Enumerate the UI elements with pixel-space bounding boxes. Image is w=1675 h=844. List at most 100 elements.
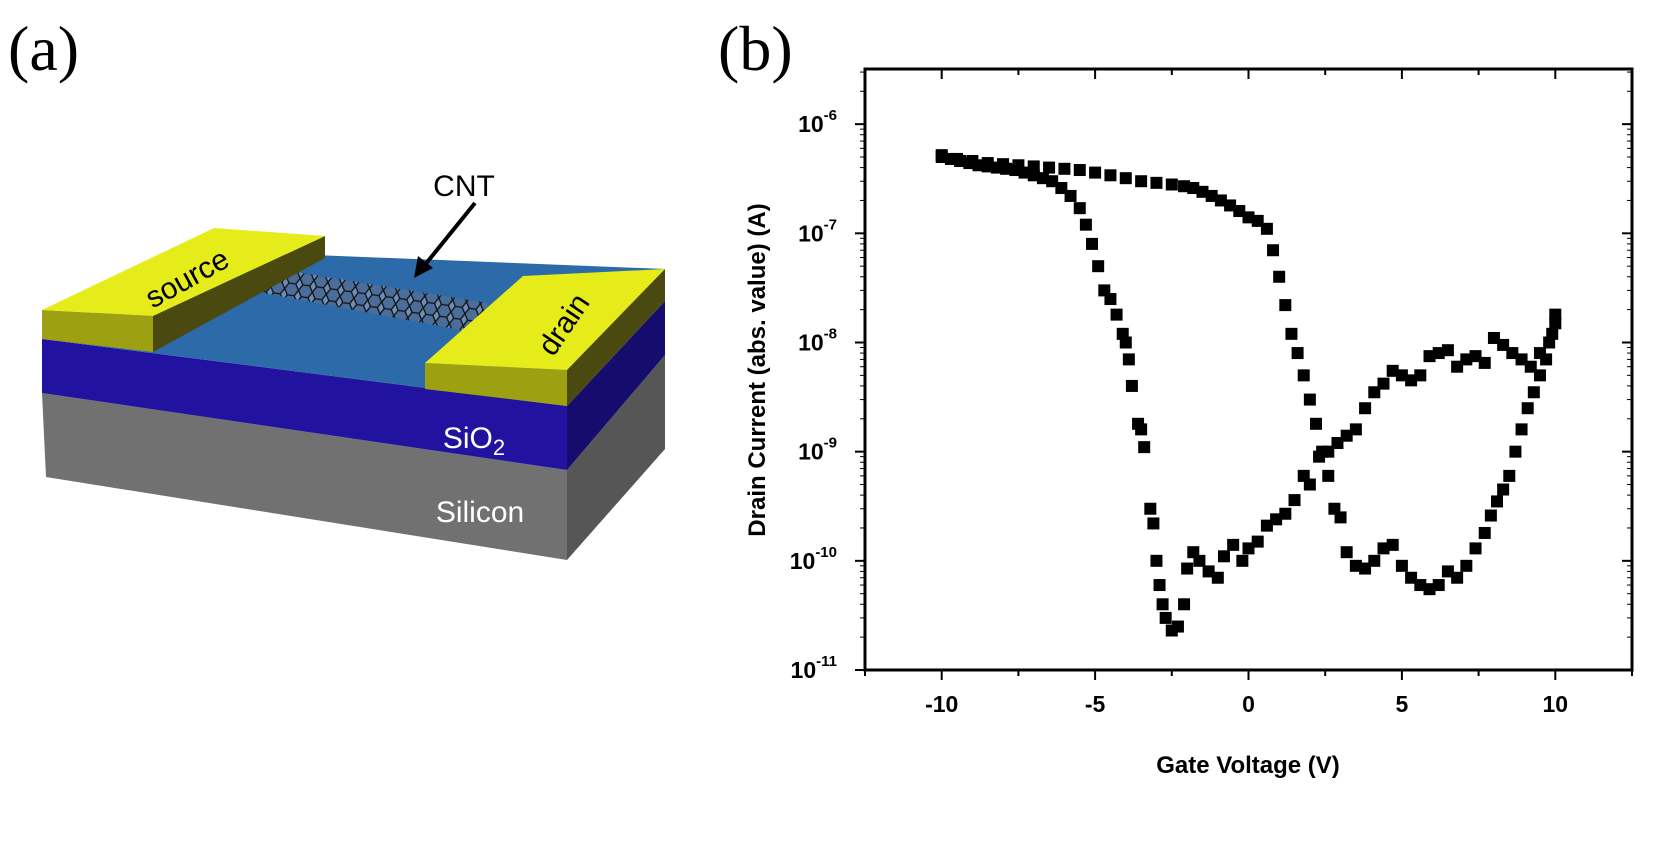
data-point: [966, 154, 979, 167]
data-point: [1058, 162, 1071, 175]
data-point: [1469, 542, 1482, 555]
data-point: [1150, 176, 1163, 189]
data-point: [1331, 437, 1344, 450]
data-point: [1205, 189, 1218, 202]
data-point: [1012, 159, 1025, 172]
data-point: [1273, 270, 1286, 283]
y-tick-label: 10-6: [798, 107, 837, 137]
data-point: [1309, 417, 1322, 430]
data-point: [1340, 429, 1353, 442]
data-point: [1395, 369, 1408, 382]
plot-frame: [863, 67, 1634, 672]
source-electrode: [42, 228, 325, 316]
data-point: [1503, 469, 1516, 482]
source-side-face: [153, 236, 325, 352]
data-point: [1122, 353, 1135, 366]
panel-b-label: (b): [718, 13, 793, 84]
data-point: [1509, 445, 1522, 458]
data-point: [1144, 502, 1157, 515]
data-point: [1046, 175, 1059, 188]
data-point: [1156, 598, 1169, 611]
data-point: [1092, 260, 1105, 273]
drain-front-face: [425, 363, 567, 406]
y-tick-label: 10-9: [798, 435, 837, 465]
data-point: [981, 157, 994, 170]
data-point: [1260, 519, 1273, 532]
data-point: [1432, 347, 1445, 360]
y-tick-base: 10: [798, 329, 824, 355]
sio2-label-subscript: 2: [493, 435, 505, 460]
data-point: [1147, 517, 1160, 530]
data-point: [1233, 205, 1246, 218]
sio2-label: SiO2: [443, 422, 505, 460]
data-point: [1478, 526, 1491, 539]
data-point: [1521, 402, 1534, 415]
y-tick-exponent: -10: [815, 544, 837, 561]
data-point: [1036, 172, 1049, 185]
data-point: [1368, 386, 1381, 399]
cnt-arrow: [422, 201, 477, 268]
data-point: [1316, 445, 1329, 458]
silicon-side-face: [567, 355, 665, 560]
data-point: [1227, 538, 1240, 551]
data-point: [1460, 559, 1473, 572]
data-point: [1119, 336, 1132, 349]
data-point: [1487, 331, 1500, 344]
data-point: [1451, 571, 1464, 584]
data-point: [1524, 360, 1537, 373]
data-point: [1055, 182, 1068, 195]
data-point: [1187, 182, 1200, 195]
data-point: [1027, 160, 1040, 173]
data-point: [1359, 402, 1372, 415]
data-point: [1386, 364, 1399, 377]
data-point: [1202, 565, 1215, 578]
data-point: [1178, 180, 1191, 193]
data-point: [1414, 579, 1427, 592]
data-point: [1349, 559, 1362, 572]
data-point: [1441, 344, 1454, 357]
sio2-side-face: [567, 301, 665, 470]
y-tick-exponent: -9: [824, 435, 837, 452]
cnt-nanotube: [258, 266, 488, 334]
data-point: [1288, 494, 1301, 507]
data-point: [1423, 350, 1436, 363]
data-point: [1181, 562, 1194, 575]
y-tick-base: 10: [798, 439, 824, 465]
data-point: [1135, 423, 1148, 436]
data-point: [1153, 579, 1166, 592]
x-tick-label: -10: [925, 691, 958, 717]
data-point: [1405, 374, 1418, 387]
data-point: [1303, 478, 1316, 491]
y-tick-label: 10-10: [790, 544, 837, 574]
data-points: [935, 149, 1562, 637]
data-point: [1432, 579, 1445, 592]
data-point: [1073, 164, 1086, 177]
y-axis-label: Drain Current (abs. value) (A): [744, 203, 771, 536]
data-point: [1405, 571, 1418, 584]
data-point: [1135, 175, 1148, 188]
data-point: [1064, 189, 1077, 202]
data-point: [1150, 554, 1163, 567]
data-point: [1214, 194, 1227, 207]
data-point: [1270, 513, 1283, 526]
x-tick-label: -5: [1085, 691, 1106, 717]
data-point: [1267, 244, 1280, 257]
data-point: [1515, 353, 1528, 366]
data-point: [1322, 469, 1335, 482]
data-point: [1469, 350, 1482, 363]
data-point: [1506, 347, 1519, 360]
data-point: [1196, 185, 1209, 198]
data-point: [1549, 308, 1562, 321]
data-point: [1089, 166, 1102, 179]
data-point: [1478, 356, 1491, 369]
data-point: [1171, 620, 1184, 633]
data-point: [1377, 377, 1390, 390]
data-point: [1386, 538, 1399, 551]
data-point: [1285, 327, 1298, 340]
data-point: [1211, 571, 1224, 584]
data-point: [1242, 542, 1255, 555]
data-point: [1086, 237, 1099, 250]
x-tick-label: 0: [1242, 691, 1255, 717]
x-axis-label: Gate Voltage (V): [1156, 752, 1340, 779]
